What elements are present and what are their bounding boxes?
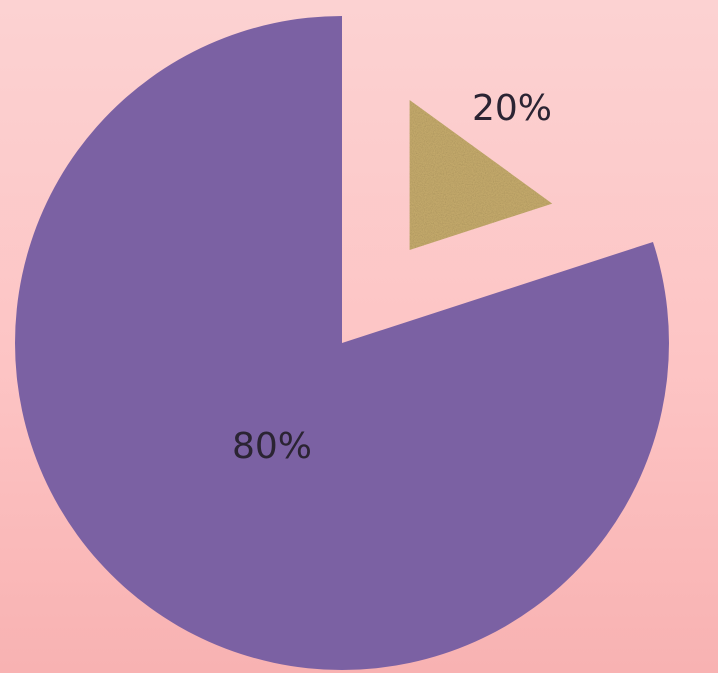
pie-slice-0 xyxy=(15,16,670,670)
pie-labels: 80% 20% xyxy=(232,88,552,467)
slice-label-0: 80% xyxy=(232,426,312,467)
pie-slice-1 xyxy=(409,99,553,250)
slice-label-1: 20% xyxy=(472,88,552,129)
pie-slices xyxy=(15,16,670,670)
